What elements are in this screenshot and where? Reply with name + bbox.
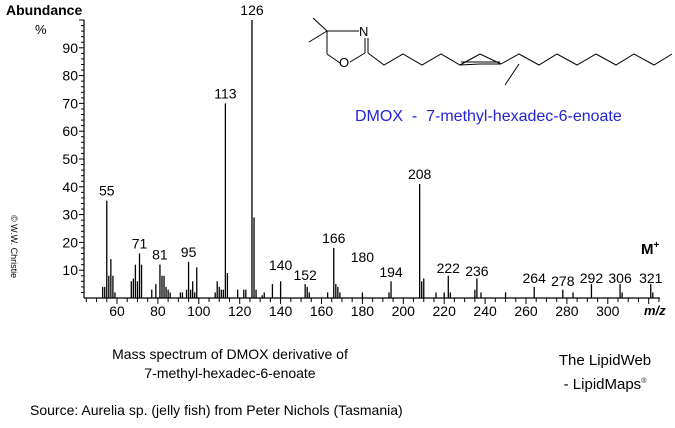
peak-label: 140 <box>269 257 293 273</box>
y-tick-label: 10 <box>62 262 78 278</box>
dmox-structure-diagram <box>308 17 673 86</box>
y-tick-label: 20 <box>62 234 78 250</box>
y-tick-label: 50 <box>62 151 78 167</box>
peak-label: 113 <box>214 85 237 101</box>
molecular-ion-symbol: M <box>641 241 654 258</box>
peak-label: 306 <box>608 270 632 286</box>
peak-label: 236 <box>465 263 489 279</box>
peak-label: 152 <box>293 267 317 283</box>
x-axis-title: m/z <box>644 303 666 318</box>
x-tick-label: 120 <box>228 303 252 319</box>
x-tick-label: 160 <box>310 303 334 319</box>
peak-label: 126 <box>240 2 264 18</box>
y-tick-label: 30 <box>62 207 78 223</box>
axis-ticks: 10 20 30 40 50 60 70 80 90 60 80 100 120 140 160 180 200… <box>62 19 660 319</box>
y-tick-label: 60 <box>62 123 78 139</box>
x-tick-label: 200 <box>392 303 416 319</box>
molecular-ion-charge: + <box>653 240 660 251</box>
peak-label: 292 <box>580 270 604 286</box>
x-tick-label: 220 <box>433 303 457 319</box>
brand-line-1: The LipidWeb <box>558 352 652 369</box>
brand-block: The LipidWeb - LipidMaps® <box>545 350 665 395</box>
y-axis-title: Abundance <box>6 2 83 18</box>
peak-label: 81 <box>152 247 168 263</box>
peak-label: 278 <box>551 273 575 289</box>
peak-label: 321 <box>639 270 663 286</box>
spectrum-peaks <box>102 20 654 298</box>
peak-label: 208 <box>408 166 432 182</box>
caption-line-2: 7-methyl-hexadec-6-enoate <box>144 365 316 381</box>
copyright-notice: © W.W. Christie <box>9 215 19 279</box>
peak-label: 55 <box>99 183 115 199</box>
atom-n-label: N <box>359 24 368 39</box>
peak-label: 166 <box>322 230 346 246</box>
y-axis-unit: % <box>35 22 47 37</box>
x-tick-label: 60 <box>109 303 125 319</box>
atom-o-label: O <box>339 55 349 70</box>
peak-label: 264 <box>523 270 547 286</box>
x-tick-label: 300 <box>596 303 620 319</box>
x-tick-label: 280 <box>555 303 579 319</box>
x-tick-label: 80 <box>150 303 166 319</box>
y-tick-label: 90 <box>62 40 78 56</box>
peak-label: 194 <box>379 264 403 280</box>
x-tick-label: 100 <box>187 303 211 319</box>
peak-label: 180 <box>351 249 375 265</box>
molecular-ion-label: M+ <box>641 240 659 258</box>
source-note: Source: Aurelia sp. (jelly fish) from Pe… <box>30 402 403 418</box>
caption-line-1: Mass spectrum of DMOX derivative of <box>112 346 348 362</box>
x-tick-label: 240 <box>473 303 497 319</box>
x-tick-label: 260 <box>514 303 538 319</box>
brand-name: - LipidMaps <box>563 376 642 393</box>
brand-line-2: - LipidMaps® <box>545 371 665 395</box>
x-tick-label: 140 <box>269 303 293 319</box>
registered-mark: ® <box>641 378 647 385</box>
y-tick-label: 70 <box>62 95 78 111</box>
y-tick-label: 80 <box>62 68 78 84</box>
compound-name-label: DMOX - 7-methyl-hexadec-6-enoate <box>355 108 622 125</box>
peak-label: 222 <box>437 260 461 276</box>
peak-label: 71 <box>132 236 148 252</box>
figure-caption: Mass spectrum of DMOX derivative of 7-me… <box>80 345 380 383</box>
x-tick-label: 180 <box>351 303 375 319</box>
peak-label: 95 <box>181 244 197 260</box>
y-tick-label: 40 <box>62 179 78 195</box>
